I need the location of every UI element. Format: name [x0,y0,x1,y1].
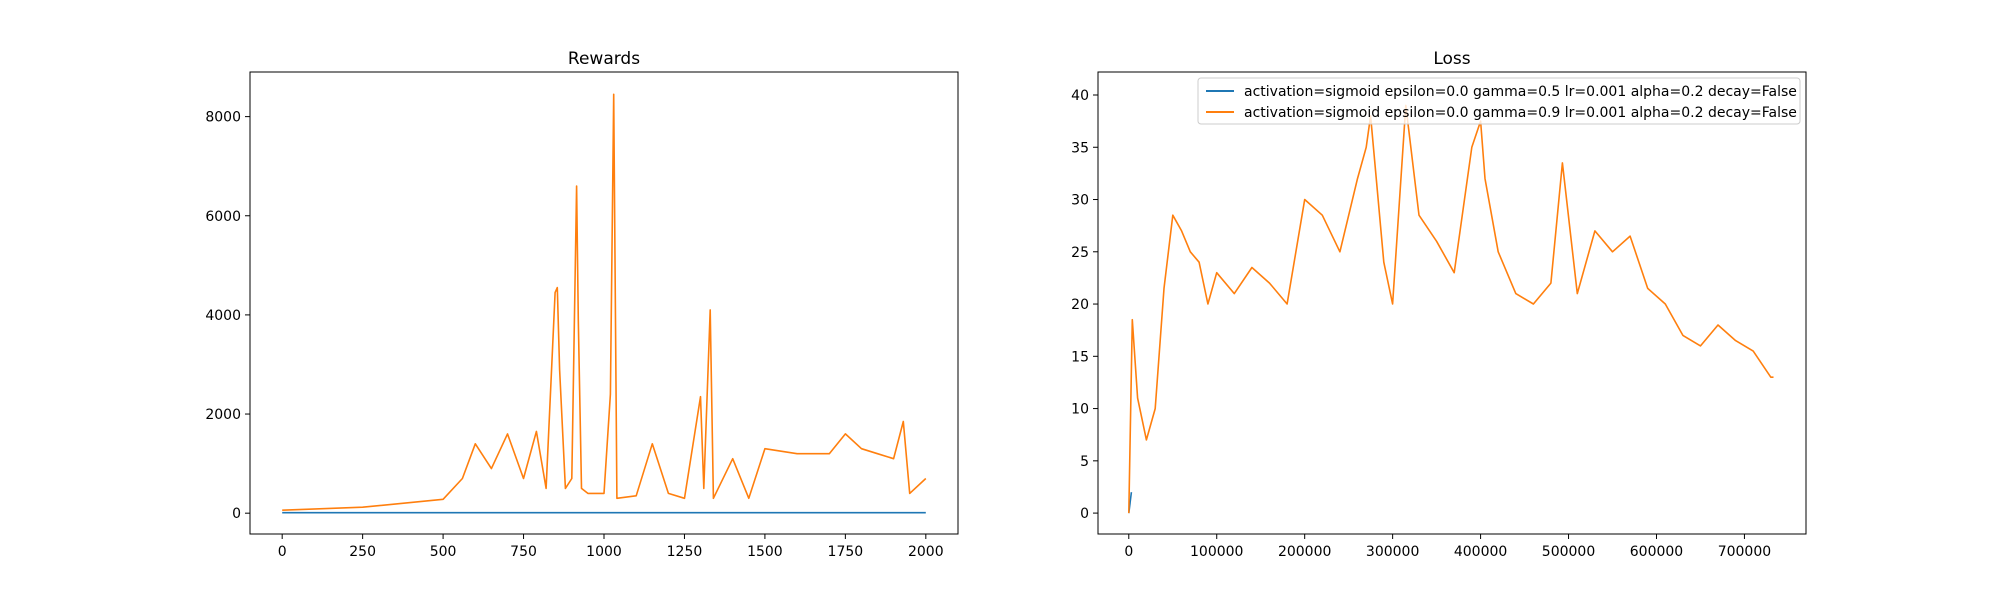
loss-legend: activation=sigmoid epsilon=0.0 gamma=0.5… [1197,77,1801,125]
rewards-y-tick-label: 2000 [205,407,241,423]
loss-chart: Loss 0 100000 200000 300000 400000 500000 6000… [1071,49,1807,560]
loss-x-tick-label: 400000 [1454,544,1507,560]
loss-x-tick-label: 600000 [1630,544,1683,560]
loss-y-tick-label: 20 [1071,297,1089,313]
rewards-x-axis: 0 250 500 750 1000 1250 1500 1750 2000 [278,534,944,560]
rewards-y-tick-label: 6000 [205,209,241,225]
legend-label-series-1: activation=sigmoid epsilon=0.0 gamma=0.5… [1244,84,1797,100]
loss-x-tick-label: 200000 [1278,544,1331,560]
loss-x-tick-label: 100000 [1190,544,1243,560]
rewards-chart: Rewards 0 250 500 750 1000 1250 1500 1750 2000 0… [205,49,959,560]
loss-x-axis: 0 100000 200000 300000 400000 500000 600000 700… [1124,534,1771,560]
rewards-x-tick-label: 1250 [667,544,703,560]
rewards-chart-title: Rewards [568,49,640,69]
loss-y-tick-label: 25 [1071,245,1089,261]
loss-axes-frame [1097,71,1807,535]
loss-x-tick-label: 300000 [1366,544,1419,560]
legend-box [1197,77,1801,125]
loss-y-tick-label: 15 [1071,349,1089,365]
legend-label-series-2: activation=sigmoid epsilon=0.0 gamma=0.9… [1244,105,1797,121]
rewards-y-tick-label: 4000 [205,308,241,324]
loss-chart-title: Loss [1433,49,1470,69]
rewards-x-tick-label: 750 [510,544,537,560]
rewards-plot-area [282,93,927,514]
loss-y-tick-label: 10 [1071,402,1089,418]
loss-x-tick-label: 500000 [1542,544,1595,560]
rewards-y-tick-label: 0 [232,506,241,522]
rewards-x-tick-label: 1000 [586,544,622,560]
rewards-x-tick-label: 0 [278,544,287,560]
rewards-x-tick-label: 1500 [747,544,783,560]
rewards-x-tick-label: 500 [430,544,457,560]
rewards-y-axis: 0 2000 4000 6000 8000 [205,110,250,522]
loss-y-tick-label: 0 [1080,506,1089,522]
rewards-x-tick-label: 250 [349,544,376,560]
loss-x-tick-label: 0 [1124,544,1133,560]
loss-y-tick-label: 35 [1071,140,1089,156]
rewards-x-tick-label: 1750 [828,544,864,560]
loss-y-tick-label: 40 [1071,88,1089,104]
rewards-x-tick-label: 2000 [908,544,944,560]
loss-x-tick-label: 700000 [1718,544,1771,560]
rewards-y-tick-label: 8000 [205,110,241,126]
loss-y-tick-label: 30 [1071,193,1089,209]
loss-y-tick-label: 5 [1080,454,1089,470]
loss-y-axis: 0 5 10 15 20 25 30 35 40 [1071,88,1098,522]
rewards-series-line-2 [282,93,927,511]
